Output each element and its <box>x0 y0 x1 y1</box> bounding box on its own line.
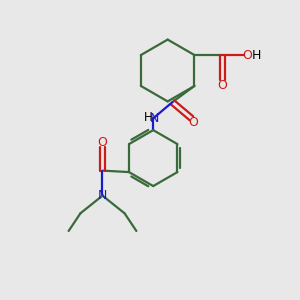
Text: N: N <box>150 112 159 125</box>
Text: O: O <box>188 116 198 129</box>
Text: H: H <box>143 111 152 124</box>
Text: H: H <box>251 49 261 62</box>
Text: O: O <box>98 136 107 148</box>
Text: N: N <box>98 189 107 202</box>
Text: O: O <box>242 49 252 62</box>
Text: O: O <box>218 79 227 92</box>
